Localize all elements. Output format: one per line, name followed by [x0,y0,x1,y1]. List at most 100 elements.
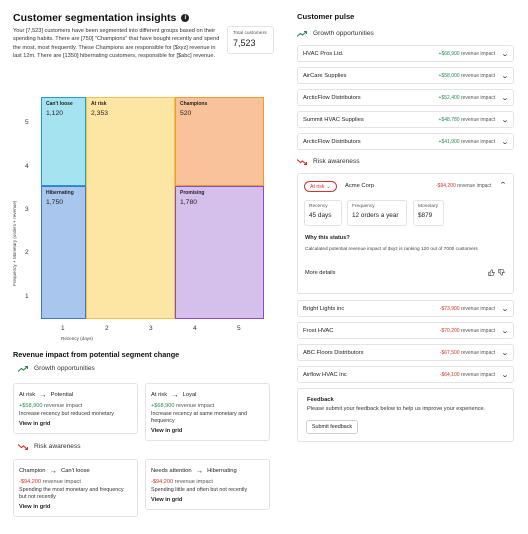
growth-opportunities-heading: Growth opportunities [18,365,95,372]
from-segment: Champion [19,467,46,474]
status-label: At risk [310,183,325,190]
x-tick: 5 [237,325,241,332]
risk-card: Champion → Can't loose -$94,200 revenue im… [13,459,138,518]
segment-champions[interactable]: Champions 520 [175,97,264,186]
impact-value: +$58,000 [438,72,460,79]
y-axis-label: Frequency + Monetary (orders + revenue) [12,200,17,286]
segment-count: 2,353 [91,110,109,117]
impact-suffix: revenue impact [460,116,496,123]
from-segment: Needs attention [151,467,192,474]
impact-suffix: revenue impact [176,403,215,409]
impact-suffix: revenue impact [457,183,492,189]
trending-up-icon [18,365,28,372]
chevron-up-icon[interactable]: ⌃ [498,182,508,189]
feedback-title: Feedback [307,397,334,403]
feedback-card: Feedback Please submit your feedback bel… [297,388,514,442]
segmentation-chart: Frequency + Monetary (orders + revenue) … [12,86,275,344]
chevron-down-icon[interactable]: ⌄ [500,305,510,313]
impact-suffix: revenue impact [460,138,496,145]
why-status-text: Calculated potential revenue impact of $… [305,247,478,252]
impact-suffix: revenue impact [460,50,496,57]
chevron-down-icon: ⌄ [326,183,331,190]
segmentation-panel: Customer segmentation insights i Your [7… [12,12,275,518]
chevron-down-icon[interactable]: ⌄ [500,371,510,379]
to-segment: Potential [50,391,74,398]
customer-row[interactable]: ABC Floors Distributors -$67,500 revenue… [297,344,514,361]
customer-name: Acme Corp [345,183,374,189]
page-title: Customer segmentation insights [13,12,177,24]
segment-cant-loose[interactable]: Can't loose 1,120 [41,97,86,186]
impact-suffix: revenue impact [42,479,81,485]
impact-suffix: revenue impact [460,305,496,312]
metric-frequency: Frequency 12 orders a year [347,200,407,226]
metric-value: $879 [418,212,433,219]
growth-card: At risk → Loyal +$68,900 revenue impact In… [145,383,270,442]
segment-name: Champions [180,101,208,107]
view-in-grid-link[interactable]: View in grid [19,421,51,428]
more-details-link[interactable]: More details [305,270,336,276]
customer-pulse-panel: Customer pulse Growth opportunities HVAC… [297,12,515,442]
chevron-down-icon[interactable]: ⌄ [500,327,510,335]
risk-card: Needs attention → Hibernating -$94,200 rev… [145,459,270,511]
chevron-down-icon[interactable]: ⌄ [500,138,510,146]
impact-suffix: revenue impact [44,403,83,409]
segment-count: 1,120 [46,110,64,117]
chevron-down-icon[interactable]: ⌄ [500,72,510,80]
customer-row[interactable]: Summit HVAC Supplies +$48,780 revenue im… [297,111,514,128]
total-customers-label: Total customers [233,31,267,36]
segment-name: Hibernating [46,190,74,196]
metric-label: Monetary [418,204,438,209]
customer-row[interactable]: Bright Lights inc -$73,900 revenue impac… [297,300,514,317]
chevron-down-icon[interactable]: ⌄ [500,50,510,58]
customer-row[interactable]: Frost HVAC -$70,200 revenue impact ⌄ [297,322,514,339]
info-icon[interactable]: i [181,14,190,22]
y-tick: 5 [25,119,29,126]
impact-value: -$94,200 [19,479,42,485]
trending-down-icon [18,443,28,450]
pulse-growth-label: Growth opportunities [313,30,374,37]
thumbs-down-icon[interactable] [498,269,505,278]
pulse-risk-label: Risk awareness [313,158,360,165]
view-in-grid-link[interactable]: View in grid [151,497,183,504]
card-note: Spending little and often but not recent… [151,487,248,493]
x-axis-label: Recency (days) [61,336,93,341]
arrow-right-icon: → [49,466,57,475]
card-note: Increase recency at same monetary and fr… [151,411,248,425]
customer-name: ABC Floors Distributors [303,349,364,356]
segment-hibernating[interactable]: Hibernating 1,750 [41,186,86,319]
impact-value: -$64,100 [439,371,460,378]
growth-opportunities-label: Growth opportunities [34,365,95,372]
segment-promising[interactable]: Promising 1,780 [175,186,264,319]
y-tick: 3 [25,206,29,213]
y-tick: 2 [25,249,29,256]
customer-row[interactable]: ArcticFlow Distributors +$52,400 revenue… [297,89,514,106]
impact-value: -$94,200 [151,479,174,485]
risk-awareness-heading: Risk awareness [18,443,81,450]
segment-at-risk[interactable]: At risk 2,353 [86,97,175,319]
segment-count: 1,780 [180,199,198,206]
customer-name: ArcticFlow Distributors [303,138,361,145]
why-status-title: Why this status? [305,235,350,241]
impact-value: +$68,900 [151,403,175,409]
view-in-grid-link[interactable]: View in grid [151,428,183,435]
risk-awareness-label: Risk awareness [34,443,81,450]
chevron-down-icon[interactable]: ⌄ [500,116,510,124]
impact-value: +$48,780 [438,116,460,123]
submit-feedback-button[interactable]: Submit feedback [306,420,358,434]
from-segment: At risk [151,391,168,398]
view-in-grid-link[interactable]: View in grid [19,504,51,511]
customer-pulse-title: Customer pulse [297,12,355,21]
status-badge[interactable]: At risk ⌄ [304,181,337,192]
chevron-down-icon[interactable]: ⌄ [500,349,510,357]
customer-row[interactable]: AirCare Supplies +$58,000 revenue impact… [297,67,514,84]
customer-row[interactable]: Airflow HVAC inc -$64,100 revenue impact… [297,366,514,383]
x-tick: 3 [149,325,153,332]
revenue-impact-title: Revenue impact from potential segment ch… [13,350,180,359]
impact-suffix: revenue impact [460,327,496,334]
customer-row[interactable]: ArcticFlow Distributors +$41,900 revenue… [297,133,514,150]
segment-name: Can't loose [46,101,73,107]
customer-row[interactable]: HVAC Pros Ltd. +$68,900 revenue impact ⌄ [297,45,514,62]
segment-name: Promising [180,190,205,196]
chevron-down-icon[interactable]: ⌄ [500,94,510,102]
thumbs-up-icon[interactable] [488,269,495,278]
